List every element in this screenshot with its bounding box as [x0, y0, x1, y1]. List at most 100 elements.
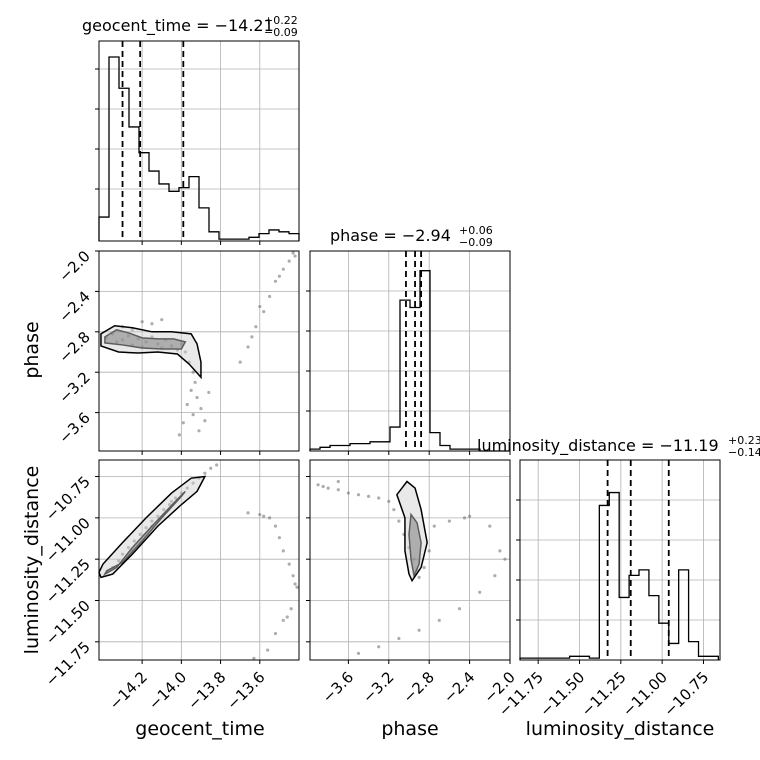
sample-point: [130, 328, 134, 332]
sample-point: [377, 645, 381, 649]
x-axis-label-phase: phase: [381, 718, 438, 740]
sample-point: [417, 628, 421, 632]
sample-point: [457, 607, 462, 611]
contour-level-2: [98, 475, 207, 579]
x-tick-label-geocent-time: −13.8: [184, 668, 229, 713]
y-tick-label-luminosity-distance: −11.75: [42, 638, 94, 690]
title-luminosity-distance-plus: +0.23: [728, 434, 760, 447]
x-tick-label-luminosity-distance: −10.75: [660, 668, 712, 720]
x-tick-label-geocent-time: −13.6: [223, 668, 268, 713]
panel-border: [98, 40, 300, 242]
panel-border: [519, 459, 721, 661]
sample-point: [215, 463, 219, 467]
y-tick-label-luminosity-distance: −11.50: [42, 597, 94, 649]
x-tick-label-luminosity-distance: −11.25: [578, 668, 630, 720]
x-tick-label-phase: −2.4: [440, 668, 478, 706]
sample-point: [181, 421, 185, 425]
sample-point: [427, 549, 431, 553]
sample-point: [132, 539, 136, 543]
panel-background: [99, 41, 299, 241]
panel-background: [520, 460, 720, 660]
panel-border: [309, 250, 511, 452]
sample-point: [336, 488, 340, 492]
panel-border: [98, 250, 300, 452]
y-tick-label-phase: −2.4: [55, 288, 93, 326]
sample-point: [281, 267, 285, 271]
x-tick-label-phase: −3.2: [359, 668, 397, 706]
sample-point: [126, 546, 131, 550]
sample-point: [293, 254, 297, 258]
y-tick-label-phase: −3.6: [55, 409, 93, 447]
y-tick-label-phase: −3.2: [55, 368, 93, 406]
panel-background: [310, 460, 510, 660]
x-tick-label-geocent-time: −14.2: [106, 668, 151, 713]
sample-point: [289, 607, 293, 611]
sample-point: [209, 466, 213, 470]
contour-level-1: [104, 328, 187, 350]
histogram-phase: [309, 270, 510, 452]
sample-point: [138, 532, 142, 536]
sample-point: [273, 279, 278, 283]
sample-point: [287, 259, 291, 263]
sample-point: [173, 496, 178, 500]
title-geocent-time-minus: −0.09: [264, 26, 298, 39]
sample-point: [246, 345, 250, 349]
sample-point: [267, 294, 272, 299]
x-axis-label-geocent-time: geocent_time: [135, 718, 264, 740]
contour-level-1: [408, 512, 422, 579]
sample-point: [262, 514, 266, 518]
title-phase: phase = −2.94: [330, 226, 451, 245]
sample-point: [266, 648, 270, 652]
title-phase-minus: −0.09: [459, 236, 493, 249]
sample-point: [326, 486, 330, 490]
sample-point: [160, 318, 164, 322]
title-geocent-time: geocent_time = −14.21: [82, 16, 274, 36]
sample-point: [437, 618, 441, 622]
sample-point: [140, 320, 144, 324]
sample-point: [177, 433, 181, 437]
sample-point: [285, 615, 289, 619]
sample-point: [246, 511, 250, 515]
y-tick-label-luminosity-distance: −11.00: [42, 514, 94, 566]
x-tick-label-geocent-time: −14.0: [145, 668, 190, 713]
sample-point: [498, 549, 502, 553]
sample-point: [203, 471, 207, 475]
sample-point: [387, 499, 391, 503]
contour-level-1: [102, 490, 186, 577]
sample-point: [185, 402, 189, 407]
sample-point: [493, 574, 497, 578]
sample-point: [197, 429, 201, 433]
sample-point: [397, 636, 401, 641]
sample-point: [150, 519, 154, 523]
sample-point: [273, 524, 278, 528]
histogram-geocent-time: [98, 56, 300, 241]
y-axis-label-phase: phase: [21, 321, 43, 378]
panel-border: [98, 459, 300, 661]
y-tick-label-luminosity-distance: −10.75: [42, 473, 94, 525]
sample-point: [277, 536, 281, 540]
sample-point: [392, 507, 396, 512]
histogram-luminosity-distance: [519, 491, 719, 660]
y-tick-label-luminosity-distance: −11.25: [42, 555, 94, 607]
sample-point: [462, 516, 467, 520]
sample-point: [252, 656, 256, 660]
sample-point: [321, 484, 325, 489]
sample-point: [120, 552, 125, 556]
sample-point: [291, 251, 295, 255]
sample-point: [287, 562, 291, 566]
sample-point: [267, 516, 272, 520]
sample-point: [258, 512, 262, 517]
title-phase-plus: +0.06: [459, 224, 493, 237]
sample-point: [273, 631, 278, 636]
panel-background: [99, 460, 299, 660]
sample-point: [262, 310, 266, 314]
sample-point: [150, 335, 154, 339]
sample-point: [422, 565, 426, 570]
x-tick-label-phase: −2.8: [400, 668, 438, 706]
sample-point: [189, 388, 193, 392]
sample-point: [356, 493, 361, 497]
title-luminosity-distance: luminosity_distance = −11.19: [477, 436, 719, 456]
sample-point: [447, 519, 451, 523]
sample-point: [366, 494, 371, 498]
